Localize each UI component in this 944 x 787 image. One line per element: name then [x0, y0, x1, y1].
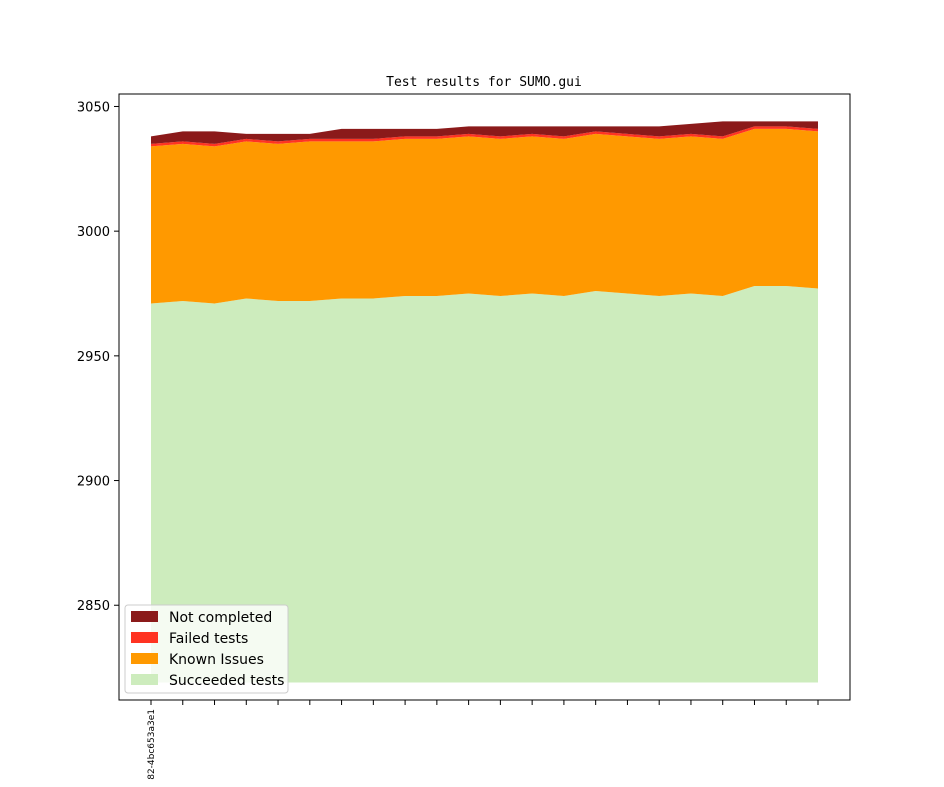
plot-frame [118, 93, 851, 701]
area-not-completed [151, 121, 818, 144]
legend-swatch [131, 653, 158, 664]
legend-label: Known Issues [169, 652, 264, 668]
areas-layer [151, 121, 818, 683]
x-tick-label: 82-4bc653a3e1 [147, 709, 157, 780]
area-failed-tests [151, 126, 818, 147]
x-axis: 82-4bc653a3e1 [147, 700, 819, 780]
y-tick-label: 3000 [77, 225, 110, 240]
y-tick-label: 2850 [77, 599, 110, 614]
y-axis: 2850 2900 2950 3000 3050 [77, 100, 119, 614]
area-known-issues [151, 128, 818, 304]
legend-swatch [131, 674, 158, 685]
legend-box [124, 604, 289, 694]
y-tick-label: 3050 [77, 100, 110, 115]
legend-label: Succeeded tests [169, 673, 284, 689]
chart-title: Test results for SUMO.gui [386, 75, 582, 90]
y-tick-label: 2900 [77, 475, 110, 490]
legend: Not completed Failed tests Known Issues Suc… [124, 604, 289, 694]
legend-label: Failed tests [169, 631, 248, 647]
legend-swatch [131, 611, 158, 622]
area-succeeded-tests [151, 286, 818, 683]
y-tick-label: 2950 [77, 350, 110, 365]
legend-label: Not completed [169, 610, 272, 626]
legend-swatch [131, 632, 158, 643]
